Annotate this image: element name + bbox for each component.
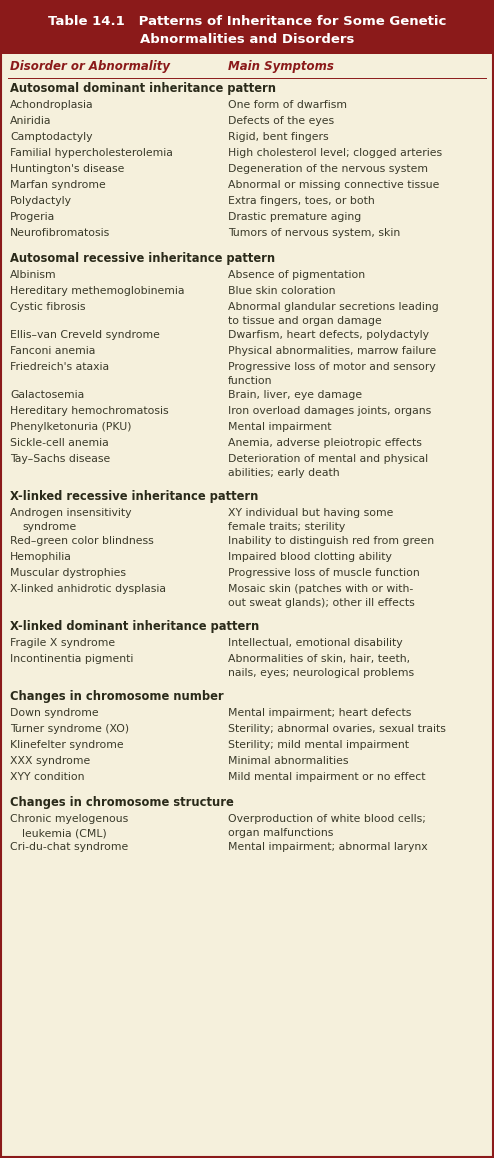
Text: Androgen insensitivity: Androgen insensitivity <box>10 508 131 518</box>
Text: Cystic fibrosis: Cystic fibrosis <box>10 302 85 312</box>
Text: Dwarfism, heart defects, polydactyly: Dwarfism, heart defects, polydactyly <box>228 330 429 340</box>
Text: Marfan syndrome: Marfan syndrome <box>10 179 106 190</box>
Text: Chronic myelogenous: Chronic myelogenous <box>10 814 128 824</box>
Text: Incontinentia pigmenti: Incontinentia pigmenti <box>10 654 133 664</box>
Text: Friedreich's ataxia: Friedreich's ataxia <box>10 362 109 372</box>
Text: syndrome: syndrome <box>22 522 76 532</box>
Text: Abnormal or missing connective tissue: Abnormal or missing connective tissue <box>228 179 439 190</box>
Text: Defects of the eyes: Defects of the eyes <box>228 116 334 126</box>
Text: female traits; sterility: female traits; sterility <box>228 522 345 532</box>
Text: Progressive loss of motor and sensory: Progressive loss of motor and sensory <box>228 362 436 372</box>
Text: Table 14.1   Patterns of Inheritance for Some Genetic: Table 14.1 Patterns of Inheritance for S… <box>48 15 446 28</box>
Text: Tay–Sachs disease: Tay–Sachs disease <box>10 454 110 464</box>
Text: Mild mental impairment or no effect: Mild mental impairment or no effect <box>228 772 425 782</box>
Text: Changes in chromosome structure: Changes in chromosome structure <box>10 796 234 809</box>
Text: organ malfunctions: organ malfunctions <box>228 828 333 838</box>
Text: Physical abnormalities, marrow failure: Physical abnormalities, marrow failure <box>228 346 436 356</box>
Text: Sterility; mild mental impairment: Sterility; mild mental impairment <box>228 740 409 750</box>
Text: Main Symptoms: Main Symptoms <box>228 60 334 73</box>
Text: Progressive loss of muscle function: Progressive loss of muscle function <box>228 569 420 578</box>
Text: Overproduction of white blood cells;: Overproduction of white blood cells; <box>228 814 426 824</box>
Text: Muscular dystrophies: Muscular dystrophies <box>10 569 126 578</box>
Text: Inability to distinguish red from green: Inability to distinguish red from green <box>228 536 434 547</box>
Text: Intellectual, emotional disability: Intellectual, emotional disability <box>228 638 403 648</box>
Text: abilities; early death: abilities; early death <box>228 468 339 478</box>
Text: Autosomal recessive inheritance pattern: Autosomal recessive inheritance pattern <box>10 252 275 265</box>
Text: Abnormalities of skin, hair, teeth,: Abnormalities of skin, hair, teeth, <box>228 654 410 664</box>
Text: Turner syndrome (XO): Turner syndrome (XO) <box>10 724 129 734</box>
Text: Polydactyly: Polydactyly <box>10 196 72 206</box>
Text: Sterility; abnormal ovaries, sexual traits: Sterility; abnormal ovaries, sexual trai… <box>228 724 446 734</box>
Text: Achondroplasia: Achondroplasia <box>10 100 94 110</box>
Text: Fanconi anemia: Fanconi anemia <box>10 346 95 356</box>
Text: Progeria: Progeria <box>10 212 55 222</box>
Text: Camptodactyly: Camptodactyly <box>10 132 92 142</box>
Text: Galactosemia: Galactosemia <box>10 390 84 400</box>
Text: Phenylketonuria (PKU): Phenylketonuria (PKU) <box>10 422 131 432</box>
Text: Mosaic skin (patches with or with-: Mosaic skin (patches with or with- <box>228 584 413 594</box>
Text: Down syndrome: Down syndrome <box>10 708 99 718</box>
Text: Ellis–van Creveld syndrome: Ellis–van Creveld syndrome <box>10 330 160 340</box>
Text: Mental impairment; abnormal larynx: Mental impairment; abnormal larynx <box>228 842 428 852</box>
Text: Minimal abnormalities: Minimal abnormalities <box>228 756 348 765</box>
Text: Cri-du-chat syndrome: Cri-du-chat syndrome <box>10 842 128 852</box>
Text: nails, eyes; neurological problems: nails, eyes; neurological problems <box>228 668 414 677</box>
Text: Deterioration of mental and physical: Deterioration of mental and physical <box>228 454 428 464</box>
Text: High cholesterol level; clogged arteries: High cholesterol level; clogged arteries <box>228 148 442 157</box>
Text: Mental impairment; heart defects: Mental impairment; heart defects <box>228 708 412 718</box>
Text: Aniridia: Aniridia <box>10 116 51 126</box>
Text: Hereditary hemochromatosis: Hereditary hemochromatosis <box>10 406 168 416</box>
Text: Neurofibromatosis: Neurofibromatosis <box>10 228 110 239</box>
Text: function: function <box>228 376 273 386</box>
Text: to tissue and organ damage: to tissue and organ damage <box>228 316 382 327</box>
Text: Extra fingers, toes, or both: Extra fingers, toes, or both <box>228 196 375 206</box>
Text: Sickle-cell anemia: Sickle-cell anemia <box>10 438 109 448</box>
Text: Drastic premature aging: Drastic premature aging <box>228 212 361 222</box>
Text: Fragile X syndrome: Fragile X syndrome <box>10 638 115 648</box>
Text: Absence of pigmentation: Absence of pigmentation <box>228 270 365 280</box>
Text: Albinism: Albinism <box>10 270 57 280</box>
Text: leukemia (CML): leukemia (CML) <box>22 828 107 838</box>
Text: Blue skin coloration: Blue skin coloration <box>228 286 335 296</box>
Text: Mental impairment: Mental impairment <box>228 422 331 432</box>
Text: Klinefelter syndrome: Klinefelter syndrome <box>10 740 124 750</box>
Text: X-linked dominant inheritance pattern: X-linked dominant inheritance pattern <box>10 620 259 633</box>
Text: Rigid, bent fingers: Rigid, bent fingers <box>228 132 329 142</box>
Text: Abnormal glandular secretions leading: Abnormal glandular secretions leading <box>228 302 439 312</box>
Text: Tumors of nervous system, skin: Tumors of nervous system, skin <box>228 228 400 239</box>
Text: Disorder or Abnormality: Disorder or Abnormality <box>10 60 170 73</box>
Text: XYY condition: XYY condition <box>10 772 84 782</box>
Text: Hereditary methemoglobinemia: Hereditary methemoglobinemia <box>10 286 184 296</box>
Text: Huntington's disease: Huntington's disease <box>10 164 124 174</box>
Text: Changes in chromosome number: Changes in chromosome number <box>10 690 224 703</box>
Text: XY individual but having some: XY individual but having some <box>228 508 393 518</box>
Bar <box>0 0 494 54</box>
Text: Autosomal dominant inheritance pattern: Autosomal dominant inheritance pattern <box>10 82 276 95</box>
Text: Abnormalities and Disorders: Abnormalities and Disorders <box>140 32 354 46</box>
Text: Familial hypercholesterolemia: Familial hypercholesterolemia <box>10 148 173 157</box>
Text: X-linked anhidrotic dysplasia: X-linked anhidrotic dysplasia <box>10 584 166 594</box>
Text: Red–green color blindness: Red–green color blindness <box>10 536 154 547</box>
Text: Impaired blood clotting ability: Impaired blood clotting ability <box>228 552 392 562</box>
Text: Iron overload damages joints, organs: Iron overload damages joints, organs <box>228 406 431 416</box>
Text: out sweat glands); other ill effects: out sweat glands); other ill effects <box>228 598 415 608</box>
Text: XXX syndrome: XXX syndrome <box>10 756 90 765</box>
Text: X-linked recessive inheritance pattern: X-linked recessive inheritance pattern <box>10 490 258 503</box>
Text: Anemia, adverse pleiotropic effects: Anemia, adverse pleiotropic effects <box>228 438 422 448</box>
Text: Hemophilia: Hemophilia <box>10 552 72 562</box>
Text: Brain, liver, eye damage: Brain, liver, eye damage <box>228 390 362 400</box>
Text: Degeneration of the nervous system: Degeneration of the nervous system <box>228 164 428 174</box>
Text: One form of dwarfism: One form of dwarfism <box>228 100 347 110</box>
